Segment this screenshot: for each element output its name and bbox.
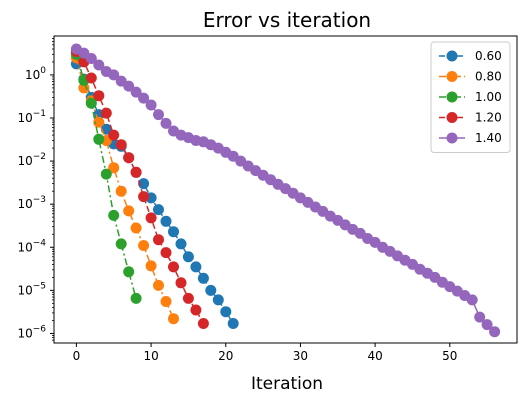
data-point xyxy=(168,261,179,273)
data-point xyxy=(190,261,202,273)
series-1.00 xyxy=(70,48,142,304)
data-point xyxy=(205,284,217,296)
data-point xyxy=(197,318,209,329)
data-point xyxy=(474,311,486,323)
legend-label: 1.40 xyxy=(475,131,502,145)
data-point xyxy=(153,279,164,291)
series-0.80 xyxy=(70,52,179,325)
data-point xyxy=(160,296,172,307)
data-point xyxy=(115,185,127,197)
data-point xyxy=(108,69,120,81)
data-point xyxy=(93,90,105,102)
legend-label: 1.00 xyxy=(475,90,502,104)
data-point xyxy=(108,162,120,174)
series-1.40 xyxy=(70,43,501,338)
data-point xyxy=(85,53,97,64)
data-point xyxy=(175,238,187,250)
data-point xyxy=(100,168,112,180)
data-point xyxy=(93,133,105,145)
x-tick-label: 0 xyxy=(73,349,81,363)
data-point xyxy=(138,240,150,251)
legend-label: 0.80 xyxy=(475,70,502,84)
data-point xyxy=(481,319,493,331)
data-point xyxy=(160,215,172,227)
x-axis-label: Iteration xyxy=(251,374,323,394)
legend-item: 1.40 xyxy=(439,131,502,145)
data-point xyxy=(130,222,142,234)
data-point xyxy=(93,59,105,71)
legend-marker xyxy=(446,50,458,62)
data-point xyxy=(220,306,232,318)
plot-frame xyxy=(53,35,518,344)
data-point xyxy=(85,97,97,109)
data-point xyxy=(145,99,157,111)
data-point xyxy=(123,152,135,164)
y-tick-label: 10−6 xyxy=(17,324,46,340)
data-point xyxy=(153,204,164,216)
data-point xyxy=(108,209,120,221)
legend-item: 0.80 xyxy=(439,70,502,84)
legend-marker xyxy=(446,71,458,82)
data-point xyxy=(100,107,112,119)
data-point xyxy=(168,226,179,238)
data-point xyxy=(138,191,150,203)
y-tick-label: 10−4 xyxy=(17,238,46,254)
y-axis: 10−6 10−5 10−4 10−3 10−2 10−1 100 xyxy=(17,38,54,341)
y-tick-label: 10−2 xyxy=(17,152,46,168)
chart-title: Error vs iteration xyxy=(203,8,371,32)
data-point xyxy=(160,117,172,129)
legend-label: 0.60 xyxy=(475,49,502,63)
data-point xyxy=(212,294,224,306)
data-point xyxy=(145,212,157,224)
y-tick-label: 10−3 xyxy=(17,195,46,211)
data-point xyxy=(182,292,194,304)
data-point xyxy=(130,292,142,304)
legend-item: 0.60 xyxy=(439,49,502,63)
plot-series xyxy=(70,43,501,338)
data-point xyxy=(115,238,127,250)
data-point xyxy=(175,277,187,289)
data-point xyxy=(123,205,135,217)
legend-item: 1.20 xyxy=(439,111,502,125)
y-tick-label: 10−1 xyxy=(17,109,46,125)
data-point xyxy=(130,86,142,98)
data-point xyxy=(130,166,142,178)
data-point xyxy=(93,116,105,128)
legend-marker xyxy=(446,112,458,123)
x-tick-label: 50 xyxy=(442,349,457,363)
legend-box xyxy=(430,41,511,153)
data-point xyxy=(138,178,150,190)
data-point xyxy=(85,72,97,84)
data-point xyxy=(145,260,157,272)
data-point xyxy=(108,129,120,141)
y-tick-label: 10−5 xyxy=(17,281,46,297)
data-point xyxy=(153,234,164,246)
data-point xyxy=(123,266,135,278)
legend-label: 1.20 xyxy=(475,111,502,125)
x-tick-label: 10 xyxy=(143,349,158,363)
data-point xyxy=(160,247,172,259)
data-point xyxy=(197,272,209,284)
x-tick-label: 40 xyxy=(367,349,382,363)
legend-item: 1.00 xyxy=(439,90,502,104)
x-tick-label: 20 xyxy=(218,349,233,363)
data-point xyxy=(115,139,127,151)
data-point xyxy=(190,304,202,316)
data-point xyxy=(182,251,194,263)
data-point xyxy=(466,294,478,306)
legend-marker xyxy=(446,132,458,144)
data-point xyxy=(168,313,179,325)
legend: 0.60 0.80 1.00 1.20 1.40 xyxy=(430,41,511,153)
y-tick-label: 100 xyxy=(25,66,46,82)
data-point xyxy=(138,92,150,104)
data-point xyxy=(78,82,90,94)
x-axis: 0 10 20 30 40 50 xyxy=(73,343,457,363)
legend-marker xyxy=(446,91,458,103)
data-point xyxy=(153,109,164,121)
data-point xyxy=(123,80,135,92)
x-tick-label: 30 xyxy=(293,349,308,363)
data-point xyxy=(227,318,239,329)
data-point xyxy=(489,326,501,338)
